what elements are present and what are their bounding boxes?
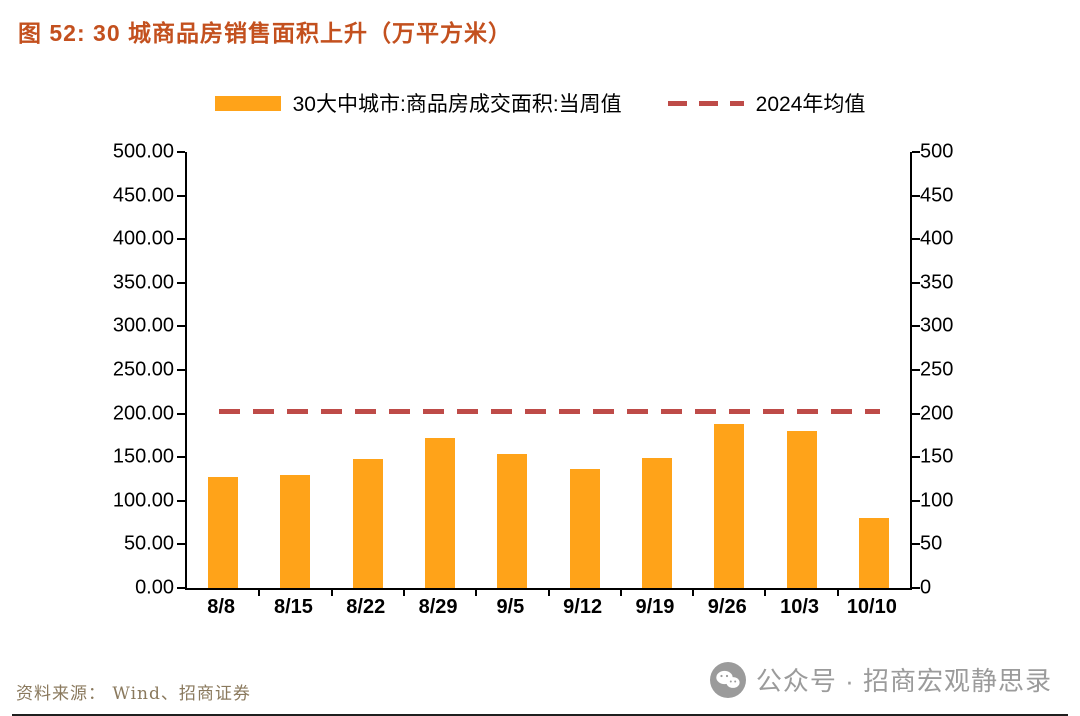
axis-tick-mark [475, 590, 478, 596]
bottom-divider [12, 714, 1068, 716]
axis-tick-mark [177, 587, 185, 589]
y-axis-tick-label: 250.00 [112, 358, 174, 381]
y-axis-tick-label: 300 [920, 314, 954, 337]
axis-tick-mark [177, 281, 185, 284]
average-line [219, 409, 880, 415]
axis-tick-mark [912, 456, 920, 459]
y-axis-tick-label: 300.00 [112, 314, 174, 337]
axis-tick-mark [912, 587, 920, 589]
plot-area [177, 151, 920, 596]
average-line-label: 2024年均值 [755, 93, 866, 116]
bar [641, 458, 672, 588]
axis-tick-mark [258, 590, 261, 596]
watermark-text: 公众号 · 招商宏观静思录 [755, 666, 1052, 696]
axis-tick-mark [912, 325, 920, 328]
x-axis-tick-label: 9/19 [635, 596, 675, 618]
y-axis-tick-label: 250 [920, 358, 954, 381]
bar [858, 518, 889, 588]
bar [786, 431, 817, 588]
bar-series-label: 30大中城市:商品房成交面积:当周值 [292, 93, 622, 116]
y-axis-tick-label: 100 [920, 489, 954, 512]
y-axis-tick-label: 200 [920, 402, 954, 425]
axis-tick-mark [177, 499, 185, 502]
y-axis-tick-label: 500.00 [112, 140, 174, 163]
x-axis-tick-label: 10/3 [780, 596, 820, 618]
watermark: 公众号 · 招商宏观静思录 [709, 661, 1052, 698]
axis-tick-mark [912, 412, 920, 415]
axis-tick-mark [177, 238, 185, 241]
axis-tick-mark [177, 412, 185, 415]
axis-tick-mark [836, 590, 839, 596]
axis-tick-mark [912, 281, 920, 284]
axis-tick-mark [912, 499, 920, 502]
source-note: 资料来源： Wind、招商证券 [16, 684, 251, 704]
axis-tick-mark [692, 590, 695, 596]
bar [497, 453, 528, 588]
bar [425, 438, 456, 588]
y-axis-tick-label: 0.00 [135, 576, 174, 599]
bar [714, 424, 745, 588]
legend-item-average-line: 2024年均值 [667, 88, 866, 118]
y-axis-tick-label: 400.00 [112, 227, 174, 250]
x-axis-tick-label: 9/12 [563, 596, 603, 618]
figure-title: 图 52: 30 城商品房销售面积上升（万平方米） [18, 20, 512, 46]
x-axis-labels: 8/8 8/15 8/22 8/29 9/5 9/12 9/19 9/26 10/3 10/10 [185, 596, 908, 626]
wechat-icon [709, 661, 746, 698]
x-axis-tick-label: 8/22 [346, 596, 386, 618]
axis-tick-mark [912, 194, 920, 197]
axis-tick-mark [177, 369, 185, 371]
x-axis-tick-label: 10/10 [846, 596, 897, 618]
axis-tick-mark [177, 543, 185, 546]
x-axis-tick-label: 8/29 [418, 596, 458, 618]
axis-tick-mark [912, 369, 920, 371]
axis-tick-mark [912, 238, 920, 241]
axis-tick-mark [912, 543, 920, 546]
y-axis-tick-label: 400 [920, 227, 954, 250]
y-axis-tick-label: 200.00 [112, 402, 174, 425]
y-axis-tick-label: 150 [920, 445, 954, 468]
axis-tick-mark [402, 590, 405, 596]
bar [352, 458, 383, 588]
y-axis-tick-label: 350 [920, 271, 954, 294]
bar [569, 468, 600, 588]
axis-tick-mark [912, 151, 920, 153]
y-axis-tick-label: 500 [920, 140, 954, 163]
bar-series-swatch-icon [214, 95, 281, 111]
y-axis-tick-label: 450.00 [112, 184, 174, 207]
axis-tick-mark [330, 590, 333, 596]
axis-tick-mark [547, 590, 550, 596]
x-axis-tick-label: 8/8 [207, 596, 236, 618]
y-axis-tick-label: 150.00 [112, 445, 174, 468]
axis-tick-mark [619, 590, 622, 596]
y-axis-tick-label: 350.00 [112, 271, 174, 294]
y-axis-tick-label: 50.00 [123, 532, 174, 555]
axis-tick-mark [177, 194, 185, 197]
chart-legend: 30大中城市:商品房成交面积:当周值 2024年均值 [0, 88, 1080, 118]
axis-tick-mark [177, 456, 185, 459]
x-axis-tick-label: 9/5 [496, 596, 525, 618]
y-axis-right-labels: 0 50 100 150 200 250 300 350 400 450 500 [920, 141, 990, 599]
bar [280, 474, 311, 588]
bar [208, 477, 239, 588]
legend-item-bar-series: 30大中城市:商品房成交面积:当周值 [214, 88, 622, 118]
y-axis-tick-label: 450 [920, 184, 954, 207]
axis-tick-mark [177, 325, 185, 328]
y-axis-tick-label: 100.00 [112, 489, 174, 512]
y-axis-left-labels: 0.00 50.00 100.00 150.00 200.00 250.00 300.00 3… [0, 141, 178, 599]
average-line-swatch-icon [667, 100, 744, 106]
y-axis-tick-label: 50 [920, 532, 943, 555]
x-axis-tick-label: 9/26 [707, 596, 747, 618]
axis-tick-mark [177, 151, 185, 153]
x-axis-tick-label: 8/15 [273, 596, 313, 618]
axis-tick-mark [764, 590, 767, 596]
y-axis-tick-label: 0 [920, 576, 932, 599]
